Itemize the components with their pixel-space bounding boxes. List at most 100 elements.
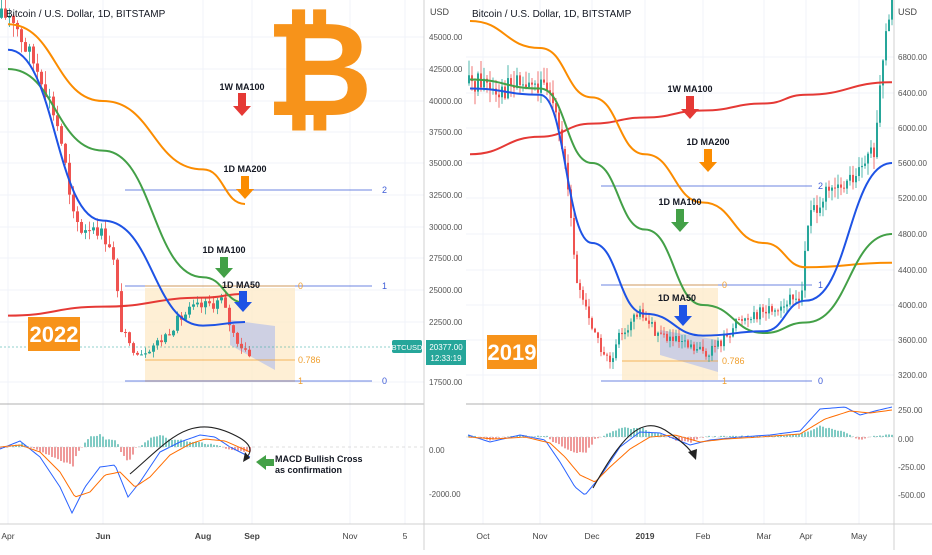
candle-body xyxy=(124,332,127,333)
svg-text:2019: 2019 xyxy=(488,340,537,365)
macd-histogram-bar xyxy=(618,429,620,437)
candle-body xyxy=(522,84,524,85)
time-tick-label: Apr xyxy=(1,531,14,541)
macd-histogram-bar xyxy=(582,437,584,452)
candle-body xyxy=(801,290,803,300)
candle-body xyxy=(60,126,63,144)
candle-body xyxy=(750,319,752,320)
macd-histogram-bar xyxy=(576,437,578,453)
candle-body xyxy=(140,354,143,355)
svg-text:2022: 2022 xyxy=(30,322,79,347)
macd-histogram-bar xyxy=(72,447,74,466)
macd-histogram-bar xyxy=(132,447,134,455)
candle-body xyxy=(870,148,872,154)
candle-body xyxy=(663,334,665,335)
right-label-1d-ma50: 1D MA50 xyxy=(658,293,696,303)
time-tick-label: Apr xyxy=(799,531,812,541)
candle-body xyxy=(771,306,773,312)
candle-body xyxy=(825,187,827,202)
macd-tick-label: 0.00 xyxy=(429,446,445,455)
candle-body xyxy=(248,350,251,357)
candle-body xyxy=(672,337,674,341)
time-tick-label: 5 xyxy=(403,531,408,541)
candle-body xyxy=(132,343,135,353)
left-year-badge: 2022 xyxy=(28,317,80,351)
macd-histogram-bar xyxy=(549,437,551,439)
time-tick-label: May xyxy=(851,531,868,541)
candle-body xyxy=(864,164,866,166)
candle-body xyxy=(224,297,227,307)
candle-body xyxy=(654,322,656,336)
candle-body xyxy=(765,312,767,314)
candle-body xyxy=(160,340,163,342)
macd-histogram-bar xyxy=(78,447,80,451)
macd-histogram-bar xyxy=(123,447,125,456)
macd-histogram-bar xyxy=(120,447,122,452)
candle-body xyxy=(702,347,704,351)
candle-body xyxy=(624,333,626,335)
candle-body xyxy=(144,353,147,354)
macd-histogram-bar xyxy=(573,437,575,452)
macd-histogram-bar xyxy=(75,447,77,456)
candle-body xyxy=(507,78,509,98)
candle-body xyxy=(606,355,608,356)
price-tick-label: 5200.00 xyxy=(898,194,927,203)
candle-body xyxy=(678,336,680,342)
macd-histogram-bar xyxy=(840,431,842,437)
candle-body xyxy=(56,115,59,126)
price-tick-label: 17500.00 xyxy=(429,378,463,387)
macd-histogram-bar xyxy=(210,444,212,447)
left-fib-label-0786: 0.786 xyxy=(298,355,321,365)
candle-body xyxy=(96,227,99,235)
macd-histogram-bar xyxy=(135,447,137,448)
macd-histogram-bar xyxy=(57,447,59,459)
macd-histogram-bar xyxy=(624,427,626,437)
macd-histogram-bar xyxy=(885,435,887,437)
candle-body xyxy=(40,72,43,85)
candle-body xyxy=(840,184,842,187)
candle-body xyxy=(200,303,203,308)
candle-body xyxy=(528,83,530,87)
candle-body xyxy=(20,29,23,42)
candle-body xyxy=(588,306,590,318)
candle-body xyxy=(744,318,746,320)
macd-histogram-bar xyxy=(612,431,614,437)
candle-body xyxy=(876,123,878,157)
candle-body xyxy=(474,81,476,92)
candle-body xyxy=(168,334,171,335)
candle-body xyxy=(618,333,620,345)
candle-body xyxy=(651,322,653,324)
candle-body xyxy=(519,75,521,85)
macd-histogram-bar xyxy=(93,436,95,447)
candle-body xyxy=(828,187,830,191)
candle-body xyxy=(753,312,755,319)
macd-histogram-bar xyxy=(564,437,566,448)
candle-body xyxy=(756,312,758,319)
macd-histogram-bar xyxy=(810,430,812,437)
candle-body xyxy=(762,307,764,312)
candle-body xyxy=(236,333,239,344)
candle-body xyxy=(104,228,107,244)
candle-body xyxy=(831,188,833,191)
price-tick-label: 6800.00 xyxy=(898,53,927,62)
candle-body xyxy=(136,353,139,355)
macd-histogram-bar xyxy=(849,435,851,437)
macd-histogram-bar xyxy=(570,437,572,451)
candle-body xyxy=(80,222,83,233)
macd-histogram-bar xyxy=(90,436,92,447)
macd-histogram-bar xyxy=(42,447,44,452)
candle-body xyxy=(648,321,650,324)
candle-body xyxy=(612,358,614,362)
macd-histogram-bar xyxy=(213,445,215,447)
candle-body xyxy=(615,344,617,358)
time-tick-label: Feb xyxy=(696,531,711,541)
candle-body xyxy=(216,300,219,308)
svg-text:BTCUSD: BTCUSD xyxy=(392,343,423,352)
macd-histogram-bar xyxy=(846,433,848,437)
candle-body xyxy=(212,303,215,309)
candle-body xyxy=(600,338,602,352)
price-tick-label: 25000.00 xyxy=(429,286,463,295)
price-tick-label: 27500.00 xyxy=(429,254,463,263)
price-tick-label: 37500.00 xyxy=(429,128,463,137)
